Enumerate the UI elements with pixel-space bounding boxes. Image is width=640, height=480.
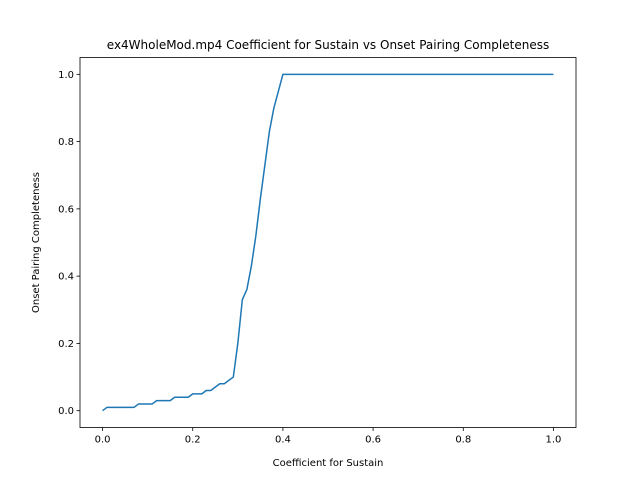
x-tick-label: 1.0 bbox=[546, 435, 562, 446]
plot-area-frame bbox=[79, 57, 577, 428]
x-tick-label: 0.4 bbox=[275, 435, 291, 446]
y-axis: 0.0 0.2 0.4 0.6 0.8 1.0 bbox=[58, 70, 80, 417]
x-tick-label: 0.8 bbox=[455, 435, 471, 446]
x-tick-label: 0.6 bbox=[365, 435, 381, 446]
y-tick-label: 0.6 bbox=[58, 204, 74, 215]
y-tick-label: 0.2 bbox=[58, 339, 74, 350]
x-tick-label: 0.2 bbox=[185, 435, 201, 446]
y-tick-label: 1.0 bbox=[58, 70, 74, 81]
series-line bbox=[102, 73, 554, 412]
y-tick-label: 0.4 bbox=[58, 272, 74, 283]
series-group bbox=[102, 73, 554, 412]
x-axis-label: Coefficient for Sustain bbox=[273, 458, 384, 469]
y-tick-label: 0.8 bbox=[58, 137, 74, 148]
y-tick-label: 0.0 bbox=[58, 406, 74, 417]
y-axis-label: Onset Pairing Completeness bbox=[31, 172, 42, 313]
chart-title: ex4WholeMod.mp4 Coefficient for Sustain … bbox=[107, 38, 549, 52]
x-tick-label: 0.0 bbox=[95, 435, 111, 446]
x-axis: 0.0 0.2 0.4 0.6 0.8 1.0 bbox=[95, 427, 562, 446]
